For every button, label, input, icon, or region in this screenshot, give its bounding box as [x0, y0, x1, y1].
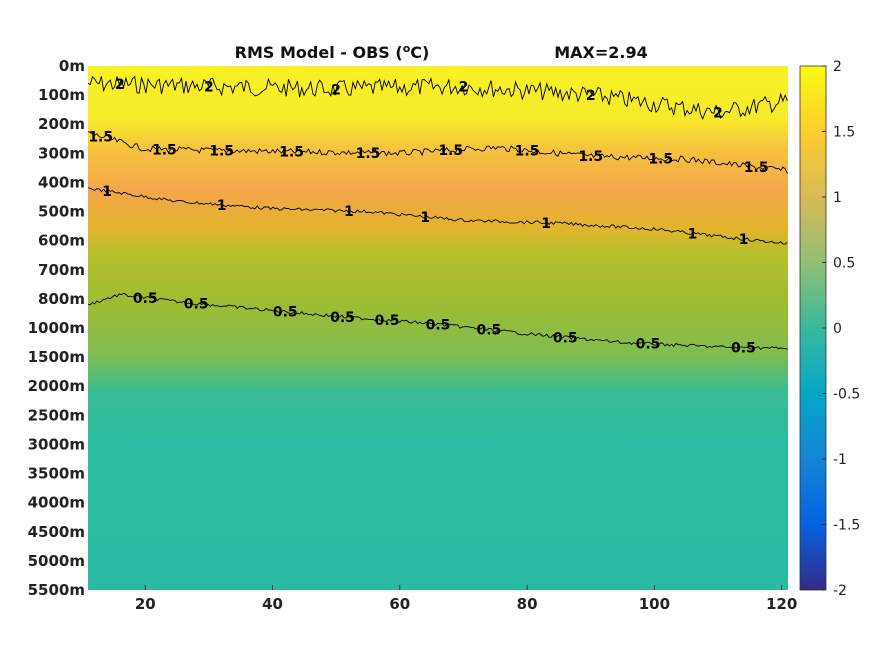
colorbar-tick-label: 0.5	[833, 256, 855, 272]
contour-label: 0.5	[477, 323, 502, 339]
y-tick-label: 5000m	[28, 552, 85, 570]
contour-label: 1.5	[88, 130, 113, 146]
contour-label: 0.5	[133, 291, 158, 307]
x-tick-label: 40	[262, 595, 283, 613]
x-tick-label: 60	[389, 595, 410, 613]
y-axis: 0m 100m 200m 300m 400m 500m 600m 700m 800m 1000m 1…	[28, 57, 85, 599]
contour-label: 1	[102, 184, 112, 200]
heatmap-field	[88, 66, 788, 590]
colorbar: 2 1.5 1 0.5 0 -0.5 -1 -1.5 -2	[799, 59, 860, 599]
y-tick-label: 4000m	[28, 494, 85, 512]
contour-label: 0.5	[553, 330, 578, 346]
colorbar-tick-label: 0	[833, 321, 842, 337]
contour-label: 1	[739, 232, 749, 248]
contour-label: 2	[115, 77, 125, 93]
contour-label: 0.5	[731, 340, 756, 356]
y-tick-label: 300m	[38, 144, 85, 162]
contour-line	[88, 75, 788, 120]
contour-label: 1.5	[356, 146, 381, 162]
max-label: MAX=2.94	[554, 43, 648, 62]
colorbar-tick-label: 1.5	[833, 125, 855, 141]
contour-label: 2	[586, 88, 596, 104]
y-tick-label: 3000m	[28, 435, 85, 453]
y-tick-label: 2000m	[28, 377, 85, 395]
contour-label: 0.5	[184, 297, 209, 313]
contour-label: 1.5	[279, 145, 304, 161]
contour-label: 1.5	[744, 160, 769, 176]
contour-label: 2	[713, 106, 723, 122]
colorbar-tick-label: 2	[833, 59, 842, 75]
y-tick-label: 2500m	[28, 406, 85, 424]
colorbar-tick-label: -1.5	[833, 518, 860, 534]
contour-label: 1.5	[438, 143, 463, 159]
y-tick-label: 700m	[38, 261, 85, 279]
y-tick-label: 200m	[38, 115, 85, 133]
contour-label: 2	[331, 82, 341, 98]
contour-label: 1.5	[515, 143, 540, 159]
y-tick-label: 400m	[38, 173, 85, 191]
y-tick-label: 500m	[38, 203, 85, 221]
x-tick-label: 100	[639, 595, 670, 613]
contour-label: 0.5	[426, 317, 451, 333]
contour-line	[88, 187, 788, 245]
x-tick-label: 120	[766, 595, 797, 613]
contour-label: 1	[344, 204, 354, 220]
colorbar-tick-label: -0.5	[833, 387, 860, 403]
contour-label: 1.5	[648, 151, 673, 167]
contour-line	[88, 292, 788, 351]
y-tick-label: 100m	[38, 86, 85, 104]
y-tick-label: 0m	[59, 57, 85, 75]
contour-label: 2	[204, 79, 214, 95]
colorbar-ticks: 2 1.5 1 0.5 0 -0.5 -1 -1.5 -2	[822, 59, 860, 599]
plot-area: 2 2 2 2 2 2 1.5 1.5 1.5 1.5 1.5 1.5 1.5 1.5 1.5 1.5 1 1 1 1…	[88, 66, 788, 590]
y-tick-label: 3500m	[28, 465, 85, 483]
contour-label: 1.5	[152, 142, 177, 158]
colorbar-tick-label: 1	[833, 190, 842, 206]
contour-label: 1	[541, 216, 551, 232]
y-tick-label: 5500m	[28, 581, 85, 599]
contour-line	[88, 131, 788, 174]
colorbar-tick-label: -2	[833, 583, 847, 599]
y-tick-label: 1000m	[28, 319, 85, 337]
contour-label: 0.5	[273, 305, 298, 321]
contour-label: 1.5	[209, 144, 234, 160]
x-axis: 20 40 60 80 100 120	[135, 585, 797, 613]
contour-layer	[88, 75, 788, 351]
contour-label: 2	[459, 79, 469, 95]
contour-label: 1	[688, 226, 698, 242]
contour-label: 0.5	[330, 310, 355, 326]
colorbar-tick-label: -1	[833, 452, 847, 468]
contour-label: 1	[217, 198, 227, 214]
y-tick-label: 4500m	[28, 523, 85, 541]
y-tick-label: 800m	[38, 290, 85, 308]
contour-label-layer: 2 2 2 2 2 2 1.5 1.5 1.5 1.5 1.5 1.5 1.5 1.5 1.5 1.5 1 1 1 1…	[88, 77, 768, 356]
y-tick-label: 1500m	[28, 348, 85, 366]
contour-label: 0.5	[636, 337, 661, 353]
chart-title: RMS Model - OBS (oC)	[235, 42, 430, 62]
contour-label: 1	[420, 210, 430, 226]
x-tick-label: 20	[135, 595, 156, 613]
x-tick-label: 80	[517, 595, 538, 613]
contour-label: 0.5	[375, 313, 400, 329]
y-tick-label: 600m	[38, 232, 85, 250]
contour-label: 1.5	[578, 149, 603, 165]
